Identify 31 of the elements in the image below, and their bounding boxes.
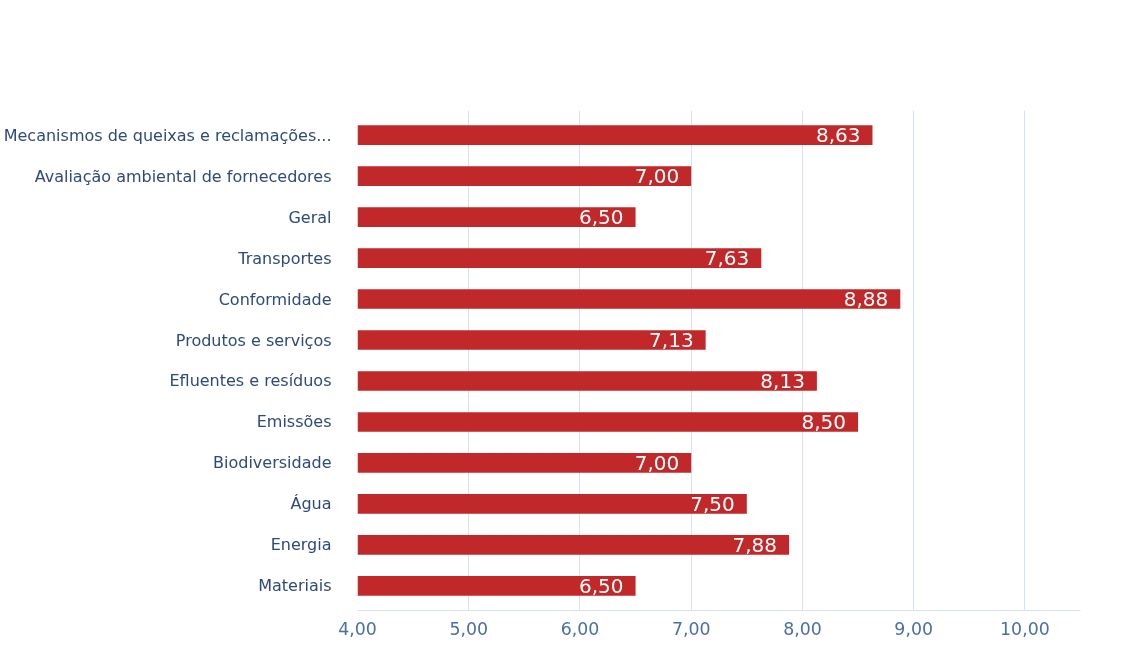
y-tick-label: Água	[290, 494, 332, 514]
data-label: 8,13	[760, 368, 805, 393]
y-tick-label: Emissões	[256, 412, 332, 432]
data-label: 7,50	[690, 491, 735, 516]
x-tick-label: 7,00	[671, 618, 711, 639]
data-label: 8,50	[801, 409, 847, 434]
y-tick-label: Transportes	[237, 248, 332, 268]
x-tick-label: 6,00	[560, 618, 600, 639]
data-label: 7,00	[634, 450, 680, 475]
data-label: 6,50	[579, 205, 624, 230]
y-tick-label: Geral	[288, 207, 332, 227]
x-tick-label: 5,00	[449, 618, 489, 639]
data-label: 8,63	[815, 123, 861, 148]
data-label: 7,63	[704, 246, 750, 271]
data-label: 7,00	[634, 164, 680, 189]
x-tick-label: 4,00	[338, 618, 377, 639]
y-tick-label: Biodiversidade	[213, 453, 332, 473]
x-tick-label: 9,00	[894, 618, 933, 639]
y-tick-label: Materiais	[258, 576, 332, 596]
y-tick-label: Energia	[270, 535, 332, 555]
data-label: 6,50	[579, 573, 624, 598]
data-label: 7,13	[649, 328, 694, 353]
x-tick-label: 10,00	[1000, 618, 1050, 639]
data-label: 8,88	[843, 287, 889, 312]
y-tick-label: Efluentes e resíduos	[169, 371, 332, 391]
y-tick-label: Conformidade	[218, 289, 332, 309]
y-tick-label: Avaliação ambiental de fornecedores	[34, 166, 332, 186]
data-label: 7,88	[732, 532, 778, 557]
y-tick-label: Mecanismos de queixas e reclamações...	[3, 125, 332, 145]
x-tick-label: 8,00	[783, 618, 822, 639]
y-tick-label: Produtos e serviços	[175, 330, 332, 350]
